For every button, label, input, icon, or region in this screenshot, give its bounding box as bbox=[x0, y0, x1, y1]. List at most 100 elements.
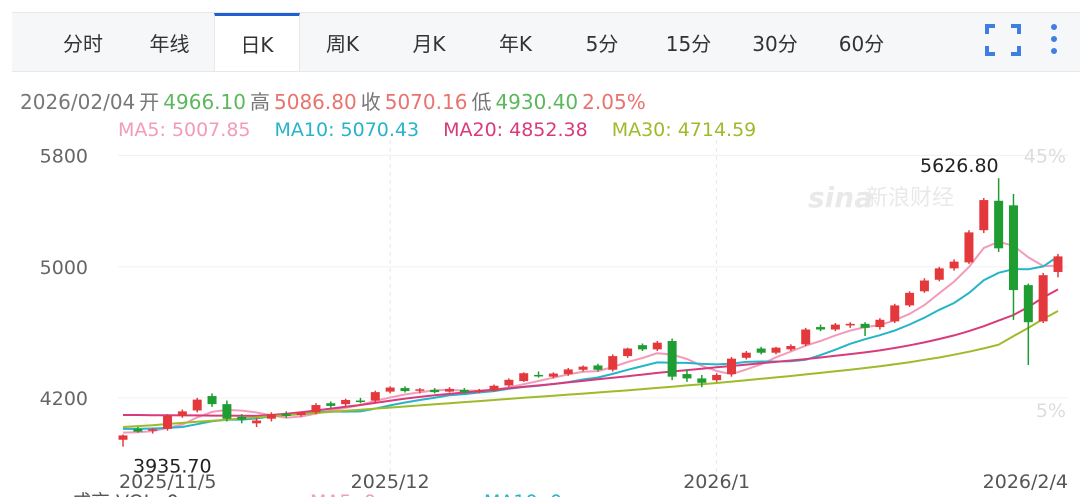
candle-body bbox=[445, 388, 455, 392]
fullscreen-icon[interactable] bbox=[985, 24, 1021, 56]
quote-value: 4930.40 bbox=[495, 90, 579, 114]
candle-body bbox=[118, 435, 128, 440]
candle-body bbox=[964, 232, 974, 263]
ma-legend: MA30: 4714.59 bbox=[612, 119, 757, 141]
candle-body bbox=[207, 396, 217, 405]
quote-label: 开 bbox=[139, 90, 160, 114]
candle-body bbox=[519, 373, 529, 382]
candle-body bbox=[890, 305, 900, 322]
quote-value: 5086.80 bbox=[274, 90, 357, 114]
candle-body bbox=[177, 411, 187, 416]
candle-body bbox=[459, 389, 469, 393]
candle-body bbox=[222, 404, 232, 419]
quote-label: 收 bbox=[360, 90, 381, 114]
candle-body bbox=[534, 374, 544, 377]
period-tab[interactable]: 年K bbox=[498, 32, 533, 56]
ma-legend: MA10: 5070.43 bbox=[275, 119, 420, 141]
candle-body bbox=[816, 327, 826, 330]
candle-body bbox=[400, 388, 410, 392]
candle-body bbox=[801, 329, 811, 345]
candle-body bbox=[771, 347, 781, 353]
period-tab[interactable]: 30分 bbox=[752, 32, 798, 56]
candle-body bbox=[341, 399, 351, 405]
candle-body bbox=[474, 390, 484, 392]
quote-line: 2026/02/04 开 4966.10 高 5086.80 收 5070.16 低 4930.… bbox=[20, 86, 650, 115]
candle-body bbox=[326, 403, 336, 406]
candle-body bbox=[1023, 285, 1033, 323]
candle-body bbox=[133, 428, 143, 432]
quote-value: 4966.10 bbox=[163, 90, 246, 114]
x-tick-label: 2025/11/5 bbox=[119, 471, 216, 493]
ma-legend-name: MA20: bbox=[443, 119, 509, 141]
candle-body bbox=[756, 348, 766, 353]
candle-body bbox=[949, 261, 959, 269]
candle-body bbox=[608, 356, 618, 370]
candle-body bbox=[875, 319, 885, 328]
period-tab[interactable]: 5分 bbox=[585, 32, 619, 56]
volume-legend: 成交 VOL: 0 bbox=[72, 491, 179, 497]
candle-body bbox=[786, 346, 796, 350]
ma-line bbox=[123, 255, 1059, 430]
candle-body bbox=[682, 374, 692, 379]
quote-label: 高 bbox=[250, 90, 270, 114]
candle-body bbox=[252, 420, 262, 424]
candle-body bbox=[905, 292, 915, 306]
ma-line bbox=[122, 310, 1059, 428]
period-tab[interactable]: 月K bbox=[412, 32, 446, 56]
more-icon[interactable] bbox=[1046, 22, 1062, 56]
period-tab[interactable]: 年线 bbox=[149, 32, 190, 56]
watermark-logo: sina bbox=[808, 181, 873, 214]
candle-body bbox=[192, 399, 202, 411]
candle-body bbox=[489, 385, 499, 391]
candle-body bbox=[1053, 256, 1063, 272]
quote-change: 2.05% bbox=[582, 90, 646, 114]
ma-legend-value: 4714.59 bbox=[678, 119, 757, 141]
period-tab[interactable]: 日K bbox=[214, 13, 300, 71]
y-tick-label: 5000 bbox=[40, 257, 88, 279]
candle-body bbox=[1038, 275, 1048, 322]
candle-body bbox=[563, 369, 573, 375]
candle-body bbox=[430, 389, 440, 393]
candle-body bbox=[281, 414, 291, 416]
ma-legend-value: 4852.38 bbox=[509, 119, 588, 141]
candle-body bbox=[741, 352, 751, 358]
candle-body bbox=[548, 373, 558, 377]
watermark-text: 新浪财经 bbox=[866, 186, 954, 211]
volume-legend: MA10: 0 bbox=[484, 491, 562, 497]
candle-body bbox=[578, 366, 588, 370]
volume-legend: MA5: 0 bbox=[310, 491, 376, 497]
candle-body bbox=[415, 389, 425, 391]
period-tab[interactable]: 15分 bbox=[665, 32, 712, 56]
x-tick-label: 2026/1 bbox=[683, 471, 750, 493]
period-tab[interactable]: 周K bbox=[325, 32, 360, 56]
candle-body bbox=[979, 200, 989, 231]
low-label: 3935.70 bbox=[133, 456, 212, 478]
candle-body bbox=[1008, 205, 1018, 291]
candle-body bbox=[266, 414, 276, 419]
candle-body bbox=[830, 324, 840, 330]
candle-body bbox=[311, 405, 321, 413]
candle-body bbox=[934, 268, 944, 280]
period-tab[interactable]: 分时 bbox=[63, 32, 103, 56]
ma-legend-name: MA5: bbox=[118, 119, 172, 141]
candle-body bbox=[163, 415, 173, 429]
high-label: 5626.80 bbox=[920, 155, 999, 177]
ma-legend: MA5: 5007.85 bbox=[118, 119, 251, 141]
candle-body bbox=[637, 345, 647, 350]
candle-body bbox=[919, 280, 929, 292]
quote-date: 2026/02/04 bbox=[20, 90, 136, 114]
candle-body bbox=[370, 392, 380, 401]
candle-body bbox=[355, 400, 365, 403]
y-tick-label: 4200 bbox=[40, 388, 88, 410]
candle-body bbox=[994, 200, 1004, 249]
candle-body bbox=[712, 374, 722, 381]
y2-tick-label: 45% bbox=[1024, 145, 1066, 167]
period-tab[interactable]: 60分 bbox=[838, 32, 885, 56]
ma-line bbox=[122, 240, 1059, 434]
ma-legend-value: 5070.43 bbox=[341, 119, 420, 141]
candle-body bbox=[504, 379, 514, 386]
candle-body bbox=[845, 323, 855, 326]
ma-legend-name: MA30: bbox=[612, 119, 678, 141]
